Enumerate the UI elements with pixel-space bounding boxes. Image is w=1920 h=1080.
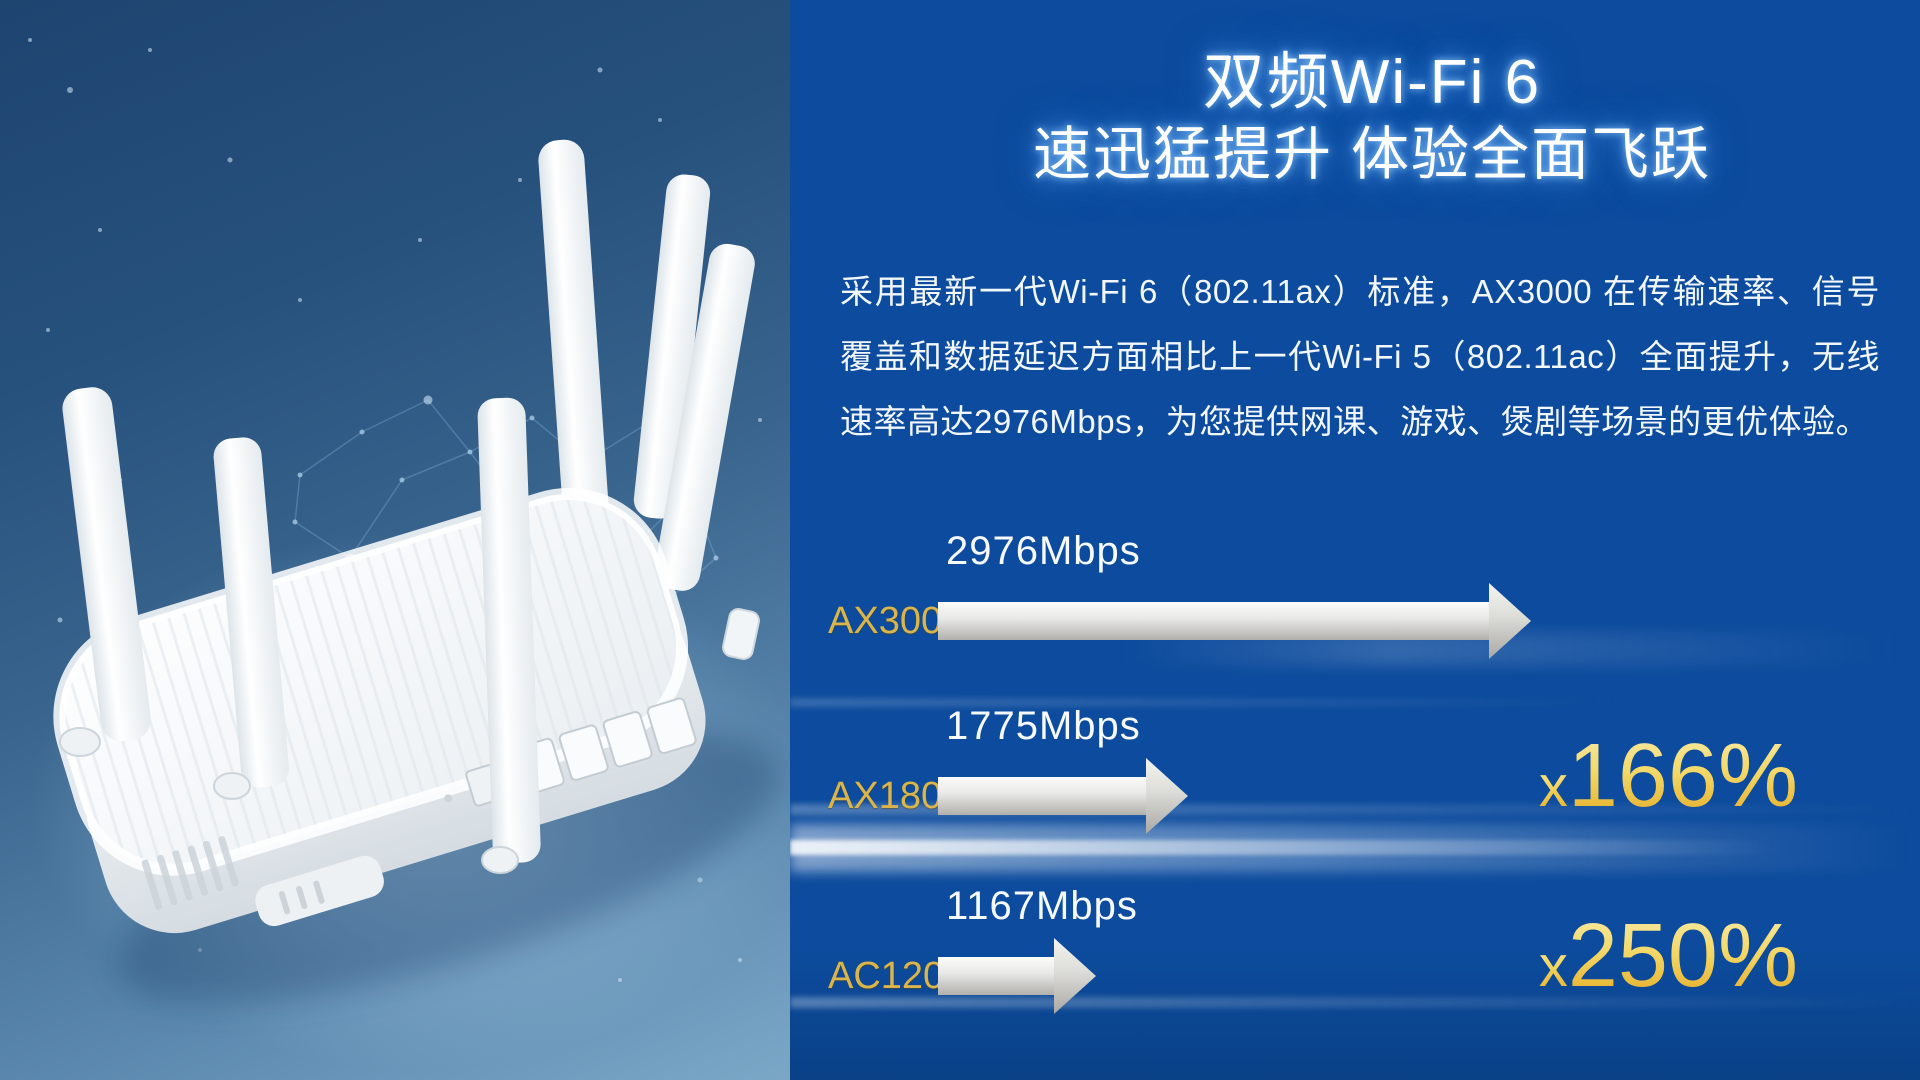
headline-line-1: 双频Wi-Fi 6 xyxy=(1202,48,1542,117)
speed-arrow-bar xyxy=(938,758,1188,834)
arrow-head-icon xyxy=(1054,938,1096,1014)
multiplier-value: 166% xyxy=(1567,726,1798,826)
description-paragraph: 采用最新一代Wi-Fi 6（802.11ax）标准，AX3000 在传输速率、信… xyxy=(840,273,1880,440)
arrow-shaft xyxy=(938,602,1489,640)
vent-slots xyxy=(141,836,239,910)
chart-row-ax3000: 2976Mbps AX3000 xyxy=(828,528,1920,659)
chart-row-ax1800: 1775Mbps AX1800 x166% xyxy=(828,703,1920,834)
arrow-shaft xyxy=(938,957,1054,995)
multiplier-prefix: x xyxy=(1538,754,1568,819)
speed-value-label: 1167Mbps xyxy=(946,884,1138,928)
antenna-hinges xyxy=(59,608,760,874)
improvement-multiplier: x250% xyxy=(1539,911,1798,1001)
arrow-shaft xyxy=(938,777,1146,815)
speed-arrow-bar xyxy=(938,583,1531,659)
router-product-image xyxy=(28,38,790,1070)
chart-row-ac1200: 1167Mbps AC1200 x250% xyxy=(828,883,1920,1014)
light-streak xyxy=(790,840,1785,855)
speed-value-label: 2976Mbps xyxy=(946,529,1141,573)
router-antennas-front xyxy=(62,387,541,863)
arrow-head-icon xyxy=(1489,583,1531,659)
speed-arrow-bar xyxy=(938,938,1096,1014)
headline: 双频Wi-Fi 6 速迅猛提升 体验全面飞跃 xyxy=(790,46,1920,188)
multiplier-prefix: x xyxy=(1538,934,1568,999)
category-label-ax1800: AX1800 xyxy=(828,774,964,817)
category-label-ac1200: AC1200 xyxy=(828,954,966,997)
improvement-multiplier: x166% xyxy=(1539,731,1798,821)
multiplier-value: 250% xyxy=(1567,906,1798,1006)
info-panel: 双频Wi-Fi 6 速迅猛提升 体验全面飞跃 采用最新一代Wi-Fi 6（802… xyxy=(790,0,1920,1080)
front-flange xyxy=(255,855,384,927)
router-photo-panel xyxy=(0,0,790,1080)
speed-value-label: 1775Mbps xyxy=(946,704,1141,748)
headline-line-2: 速迅猛提升 体验全面飞跃 xyxy=(1032,122,1712,187)
arrow-head-icon xyxy=(1146,758,1188,834)
category-label-ax3000: AX3000 xyxy=(828,599,964,642)
